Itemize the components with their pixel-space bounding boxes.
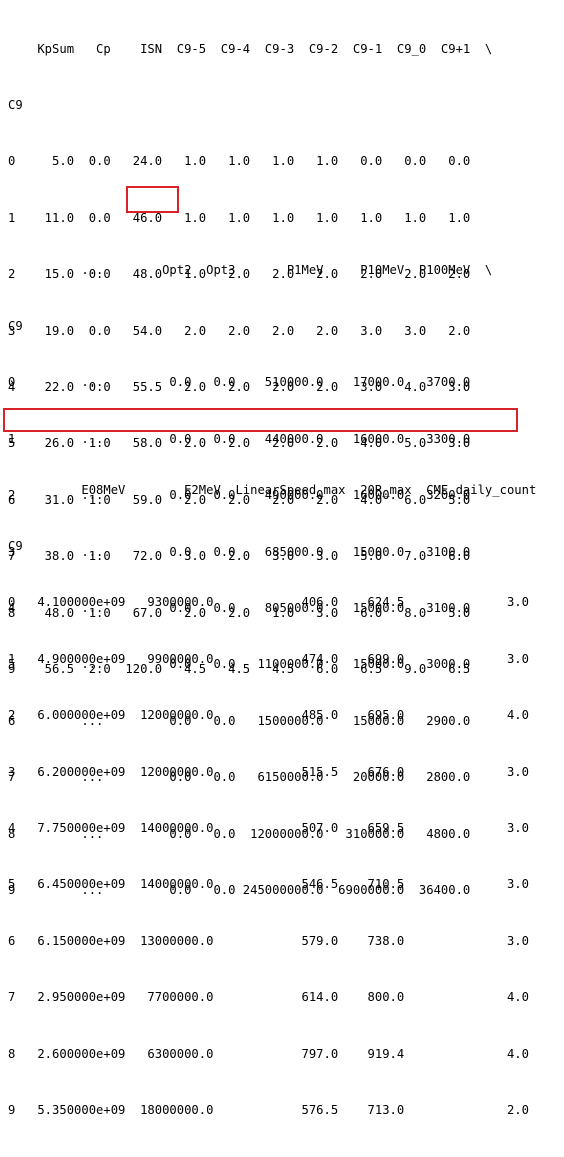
- table-row: 3 ... 0.0 0.0 685000.0 15000.0 3100.0: [8, 544, 471, 559]
- column-header: E08MeV E2MeV LinearSpeed_max 20R_max CME…: [8, 482, 537, 497]
- table-row: 2 ... 0.0 0.0 490000.0 16000.0 3200.0: [8, 488, 471, 503]
- table-row: 0 ... 0.0 0.0 510000.0 17000.0 3700.0: [8, 375, 471, 390]
- index-name: C9: [8, 318, 23, 333]
- dataframe-output: KpSum Cp ISN C9-5 C9-4 C9-3 C9-2 C9-1 C9…: [3, 41, 536, 1117]
- table-row: 1 11.0 0.0 46.0 1.0 1.0 1.0 1.0 1.0 1.0 …: [8, 210, 471, 225]
- table-row: 2 15.0 0.0 48.0 1.0 2.0 2.0 2.0 2.0 2.0 …: [8, 267, 471, 282]
- table-row: 6 31.0 1.0 59.0 2.0 2.0 2.0 2.0 4.0 6.0 …: [8, 492, 471, 507]
- column-header: ... Opt2 Opt3 P1MeV P10MeV P100MeV \: [8, 262, 493, 277]
- table-row: 6 6.150000e+09 13000000.0 579.0 738.0 3.…: [8, 933, 529, 948]
- table-row: 1 4.900000e+09 9900000.0 474.0 699.0 3.0: [8, 651, 529, 666]
- table-row: 5 6.450000e+09 14000000.0 546.5 710.5 3.…: [8, 877, 529, 892]
- table-row: 2 6.000000e+09 12000000.0 485.0 695.0 4.…: [8, 708, 529, 723]
- table-row: 0 5.0 0.0 24.0 1.0 1.0 1.0 1.0 0.0 0.0 0…: [8, 154, 471, 169]
- table-row: 5 26.0 1.0 58.0 2.0 2.0 2.0 2.0 4.0 5.0 …: [8, 436, 471, 451]
- table-row: 9 5.350000e+09 18000000.0 576.5 713.0 2.…: [8, 1102, 529, 1117]
- table-row: 7 2.950000e+09 7700000.0 614.0 800.0 4.0: [8, 990, 529, 1005]
- dataframe-block-3: E08MeV E2MeV LinearSpeed_max 20R_max CME…: [8, 443, 536, 1157]
- table-row: 1 ... 0.0 0.0 440000.0 16000.0 3300.0: [8, 431, 471, 446]
- index-name: C9: [8, 97, 23, 112]
- table-row: 3 6.200000e+09 12000000.0 515.5 676.0 3.…: [8, 764, 529, 779]
- index-name: C9: [8, 538, 23, 553]
- table-row: 0 4.100000e+09 9300000.0 406.0 624.5 3.0: [8, 595, 529, 610]
- table-row: 8 48.0 1.0 67.0 2.0 2.0 1.0 3.0 6.0 8.0 …: [8, 605, 471, 620]
- table-row: 4 22.0 0.0 55.5 2.0 2.0 2.0 2.0 3.0 4.0 …: [8, 379, 471, 394]
- table-row: 3 19.0 0.0 54.0 2.0 2.0 2.0 2.0 3.0 3.0 …: [8, 323, 471, 338]
- table-row: 8 2.600000e+09 6300000.0 797.0 919.4 4.0: [8, 1046, 529, 1061]
- table-row: 7 38.0 1.0 72.0 3.0 2.0 3.0 3.0 5.0 7.0 …: [8, 549, 471, 564]
- column-header: KpSum Cp ISN C9-5 C9-4 C9-3 C9-2 C9-1 C9…: [8, 41, 493, 56]
- table-row: 4 7.750000e+09 14000000.0 507.0 659.5 3.…: [8, 820, 529, 835]
- table-row: 4 ... 0.0 0.0 805000.0 15000.0 3100.0: [8, 600, 471, 615]
